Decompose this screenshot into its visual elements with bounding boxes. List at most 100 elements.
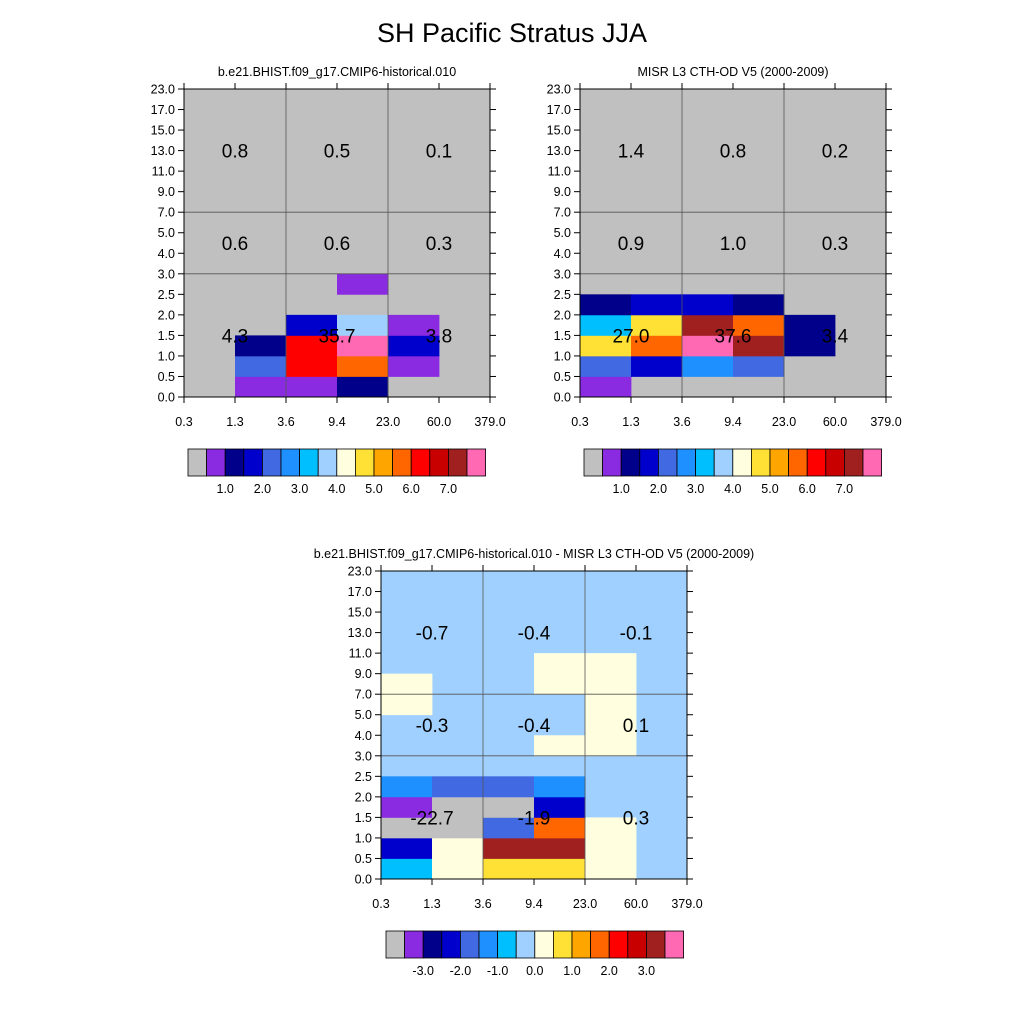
- colorbar-swatch: [422, 930, 443, 959]
- heatmap-cell: [432, 858, 484, 880]
- heatmap-cell: [381, 837, 433, 859]
- x-tick-label: 3.6: [474, 897, 491, 911]
- colorbar-swatch: [825, 448, 845, 477]
- colorbar-label: 4.0: [724, 482, 741, 496]
- heatmap-cell: [585, 837, 637, 859]
- x-tick-label: 379.0: [474, 415, 505, 429]
- x-tick-label: 60.0: [823, 415, 847, 429]
- y-tick-label: 0.5: [554, 370, 571, 384]
- colorbar-swatch: [806, 448, 827, 477]
- box-value-label: 0.2: [822, 142, 848, 163]
- colorbar-swatch: [187, 448, 208, 477]
- y-tick-label: 2.0: [554, 308, 571, 322]
- colorbar-swatch: [620, 448, 641, 477]
- box-value-label: 0.6: [222, 234, 248, 255]
- heatmap-cell: [631, 355, 683, 377]
- colorbar-label: -2.0: [450, 964, 472, 978]
- y-tick-label: 9.0: [355, 667, 372, 681]
- y-tick-label: 5.0: [158, 226, 175, 240]
- heatmap-cell: [733, 294, 785, 316]
- heatmap-cell: [534, 776, 586, 798]
- y-tick-label: 0.0: [158, 391, 175, 405]
- heatmap-cell: [631, 294, 683, 316]
- box-value-label: 0.5: [324, 142, 350, 163]
- y-tick-label: 7.0: [554, 206, 571, 220]
- heatmap-cell: [534, 653, 586, 675]
- colorbar-swatch: [224, 448, 245, 477]
- colorbar: 1.0 2.0 3.0 4.0 5.0 6.0 7.0: [583, 448, 883, 496]
- colorbar-swatch: [317, 448, 338, 477]
- heatmap-cell: [432, 796, 484, 818]
- heatmap-cell: [534, 735, 586, 757]
- colorbar-label: 4.0: [328, 482, 345, 496]
- y-tick-label: 2.5: [355, 770, 372, 784]
- box-value-label: 0.8: [222, 142, 248, 163]
- heatmap-cell: [631, 314, 683, 336]
- box-value-label: 1.0: [720, 234, 746, 255]
- panel-obs: MISR L3 CTH-OD V5 (2000-2009)0.00.51.01.…: [547, 65, 902, 496]
- heatmap-cell: [733, 355, 785, 377]
- x-tick-label: 3.6: [673, 415, 690, 429]
- colorbar-swatch: [534, 930, 554, 959]
- box-value-label: 0.1: [426, 142, 452, 163]
- heatmap-cell: [483, 796, 535, 818]
- heatmap-cell: [580, 314, 632, 336]
- colorbar: -3.0 -2.0 -1.0 0.0 1.0 2.0 3.0: [385, 930, 685, 978]
- heatmap-cell: [585, 694, 637, 716]
- box-value-label: 0.3: [623, 808, 649, 829]
- colorbar-swatch: [862, 448, 883, 477]
- panel-diff: b.e21.BHIST.f09_g17.CMIP6-historical.010…: [314, 547, 754, 978]
- box-value-label: 37.6: [715, 326, 752, 347]
- box-value-label: 0.1: [623, 716, 649, 737]
- heatmap-cell: [534, 858, 586, 880]
- colorbar-swatch: [571, 930, 592, 959]
- x-tick-label: 0.3: [372, 897, 389, 911]
- colorbar-swatch: [844, 448, 864, 477]
- heatmap-cell: [337, 335, 389, 357]
- x-tick-label: 3.6: [277, 415, 294, 429]
- x-tick-label: 60.0: [427, 415, 451, 429]
- colorbar-label: 6.0: [799, 482, 816, 496]
- x-tick-label: 9.4: [328, 415, 345, 429]
- heatmap-cell: [733, 314, 785, 336]
- colorbar-label: 7.0: [836, 482, 853, 496]
- heatmap-cell: [733, 335, 785, 357]
- colorbar-swatch: [713, 448, 734, 477]
- box-value-label: 0.3: [426, 234, 452, 255]
- colorbar-swatch: [608, 930, 629, 959]
- y-tick-label: 0.5: [158, 370, 175, 384]
- y-tick-label: 11.0: [349, 647, 372, 661]
- colorbar-swatch: [602, 448, 622, 477]
- figure-title: SH Pacific Stratus JJA: [376, 18, 648, 48]
- y-tick-label: 13.0: [547, 144, 571, 158]
- y-tick-label: 2.5: [158, 288, 175, 302]
- y-tick-label: 7.0: [158, 206, 175, 220]
- box-value-label: 27.0: [613, 326, 650, 347]
- colorbar-swatch: [385, 930, 406, 959]
- x-tick-label: 0.3: [571, 415, 588, 429]
- box-value-label: 3.4: [822, 326, 849, 347]
- heatmap-cell: [580, 294, 632, 316]
- y-tick-label: 5.0: [554, 226, 571, 240]
- colorbar-swatch: [769, 448, 790, 477]
- y-tick-label: 0.0: [355, 873, 372, 887]
- heatmap-cell: [534, 673, 586, 695]
- y-tick-label: 0.0: [554, 391, 571, 405]
- colorbar-label: 7.0: [440, 482, 457, 496]
- colorbar-label: 1.0: [217, 482, 234, 496]
- heatmap-cell: [388, 355, 440, 377]
- colorbar-swatch: [410, 448, 431, 477]
- colorbar-swatch: [590, 930, 610, 959]
- heatmap-cell: [337, 273, 389, 295]
- heatmap-cell: [682, 294, 734, 316]
- heatmap-cell: [585, 735, 637, 757]
- colorbar-swatch: [447, 448, 468, 477]
- colorbar-swatch: [664, 930, 685, 959]
- colorbar-swatch: [751, 448, 771, 477]
- heatmap-cell: [483, 817, 535, 839]
- y-tick-label: 4.0: [355, 729, 372, 743]
- heatmap-cell: [286, 335, 338, 357]
- colorbar-swatch: [627, 930, 647, 959]
- panel-title: b.e21.BHIST.f09_g17.CMIP6-historical.010: [218, 65, 456, 79]
- heatmap-cell: [432, 837, 484, 859]
